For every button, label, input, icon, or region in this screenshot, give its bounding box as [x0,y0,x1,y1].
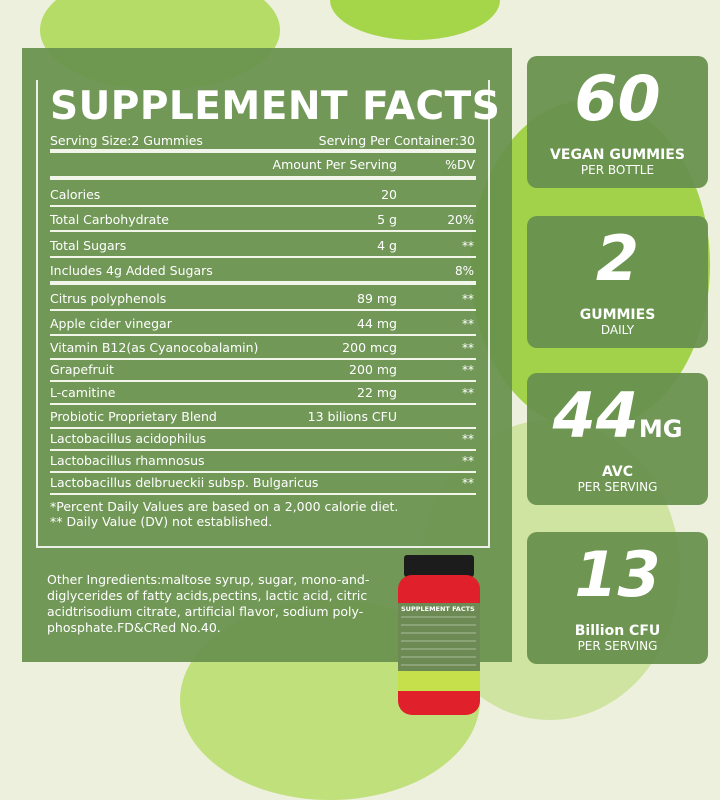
stat-card: 44MG AVC PER SERVING [527,373,708,505]
facts-row: Vitamin B12(as Cyanocobalamin) 200 mcg ** [50,336,476,358]
nutrient-amount: 89 mg [357,291,397,306]
divider [50,176,476,180]
facts-title: SUPPLEMENT FACTS [50,84,501,129]
facts-row: Lactobacillus delbrueckii subsp. Bulgari… [50,473,476,493]
nutrient-name: Citrus polyphenols [50,291,167,306]
divider [50,256,476,258]
stat-label: Billion CFU [574,623,661,639]
other-ingredients: Other Ingredients:maltose syrup, sugar, … [47,572,370,635]
nutrient-dv: ** [462,317,474,331]
facts-row: Total Sugars 4 g ** [50,232,476,256]
nutrient-name: Lactobacillus delbrueckii subsp. Bulgari… [50,475,319,490]
divider [50,493,476,495]
divider [50,205,476,207]
stat-sublabel: PER BOTTLE [580,163,655,177]
nutrient-dv: ** [462,454,474,468]
stat-number: 60 [574,62,661,135]
facts-row: Lactobacillus acidophilus ** [50,429,476,449]
stat-card: 2 GUMMIES DAILY [527,216,708,348]
nutrient-name: Lactobacillus rhamnosus [50,453,205,468]
serving-size: Serving Size:2 Gummies [50,133,203,148]
nutrient-name: Includes 4g Added Sugars [50,263,213,278]
stat-card: 13 Billion CFU PER SERVING [527,532,708,664]
nutrient-dv: 8% [454,264,474,278]
divider [50,281,476,285]
bottle-image: SUPPLEMENT FACTS [398,555,480,715]
stat-number: 2 [595,222,640,295]
nutrient-amount: 22 mg [357,385,397,400]
nutrient-amount: 5 g [377,212,397,227]
facts-row: L-camitine 22 mg ** [50,382,476,403]
nutrient-amount: 13 bilions CFU [307,409,397,424]
nutrient-amount: 200 mcg [342,340,397,355]
nutrient-dv: 20% [447,213,474,227]
facts-row: Lactobacillus rhamnosus ** [50,451,476,471]
nutrient-name: Lactobacillus acidophilus [50,431,207,446]
stat-unit: MG [638,415,683,443]
nutrient-amount: 200 mg [349,362,397,377]
nutrient-name: L-camitine [50,385,116,400]
servings-per-container: Serving Per Container:30 [318,133,475,148]
nutrient-amount: 44 mg [357,316,397,331]
nutrient-dv: ** [462,239,474,253]
apple-image [330,0,500,40]
facts-table-border [36,80,490,548]
divider [50,403,476,405]
facts-row: Total Carbohydrate 5 g 20% [50,207,476,230]
stat-label: AVC [602,464,633,480]
nutrient-dv: ** [462,432,474,446]
facts-row: Apple cider vinegar 44 mg ** [50,311,476,334]
nutrient-name: Apple cider vinegar [50,316,172,331]
facts-row: Probiotic Proprietary Blend 13 bilions CF… [50,405,476,427]
divider [50,449,476,451]
col-amount-header: Amount Per Serving [272,157,397,172]
nutrient-dv: ** [462,476,474,490]
divider [50,334,476,336]
stat-sublabel: DAILY [600,323,635,337]
stat-number: 44 [552,379,639,452]
stat-number: 13 [574,538,661,611]
stat-sublabel: PER SERVING [577,639,658,653]
divider [50,230,476,232]
nutrient-name: Vitamin B12(as Cyanocobalamin) [50,340,259,355]
nutrient-dv: ** [462,292,474,306]
facts-row: Includes 4g Added Sugars 8% [50,258,476,281]
footnote-dv: *Percent Daily Values are based on a 2,0… [50,499,399,514]
stat-value: 44MG [527,381,708,464]
stat-value: 2 [527,224,708,307]
nutrient-amount: 4 g [377,238,397,253]
facts-row: Citrus polyphenols 89 mg ** [50,285,476,309]
nutrient-dv: ** [462,386,474,400]
col-dv-header: %DV [445,157,475,172]
facts-row: Grapefruit 200 mg ** [50,360,476,380]
nutrient-name: Calories [50,187,101,202]
bottle-label: SUPPLEMENT FACTS [401,605,475,613]
stat-label: VEGAN GUMMIES [550,147,685,163]
stat-value: 60 [527,64,708,147]
stat-card: 60 VEGAN GUMMIES PER BOTTLE [527,56,708,188]
nutrient-name: Grapefruit [50,362,114,377]
stat-sublabel: PER SERVING [577,480,658,494]
stat-value: 13 [527,540,708,623]
nutrient-name: Total Sugars [50,238,127,253]
footnote-not-established: ** Daily Value (DV) not established. [50,514,273,529]
nutrient-dv: ** [462,363,474,377]
divider [50,380,476,382]
divider [50,309,476,311]
divider [50,149,476,153]
stat-label: GUMMIES [579,307,656,323]
nutrient-name: Probiotic Proprietary Blend [50,409,217,424]
divider [50,471,476,473]
nutrient-amount: 20 [381,187,397,202]
facts-row: Calories 20 [50,180,476,205]
nutrient-dv: ** [462,341,474,355]
nutrient-name: Total Carbohydrate [50,212,169,227]
divider [50,358,476,360]
divider [50,427,476,429]
